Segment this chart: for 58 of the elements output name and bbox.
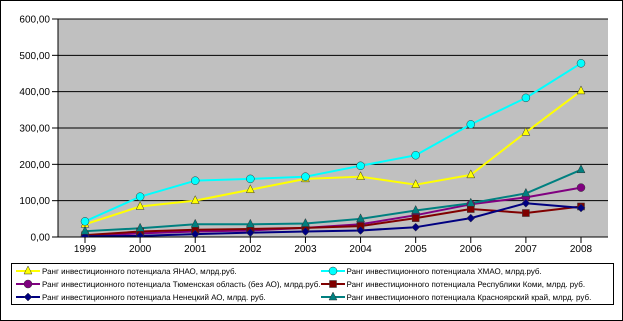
legend-label: Ранг инвестиционного потенциала Тюменская область (без АО), млрд.руб. <box>42 280 321 288</box>
point <box>522 188 530 197</box>
point <box>356 214 365 222</box>
point <box>246 174 255 184</box>
point <box>576 183 586 192</box>
point <box>576 164 586 174</box>
x-tick-label: 2002 <box>239 244 262 256</box>
y-tick-label: 100,00 <box>19 196 50 208</box>
y-tick-label: 500,00 <box>19 50 50 62</box>
point <box>356 226 365 235</box>
point <box>412 214 420 222</box>
point <box>522 127 530 136</box>
point <box>190 230 200 237</box>
y-tick-label: 0,00 <box>30 232 50 244</box>
point <box>136 223 144 232</box>
point <box>356 162 365 170</box>
point <box>522 198 530 208</box>
point <box>411 179 420 188</box>
legend-label: Ранг инвестиционного потенциала Ненецкий АО, млрд. руб. <box>42 292 266 302</box>
y-tick-label: 300,00 <box>19 124 50 135</box>
point <box>190 195 200 204</box>
x-tick-label: 2008 <box>570 244 593 256</box>
y-tick-label: 400,00 <box>19 87 50 98</box>
point <box>522 209 530 217</box>
point <box>80 226 90 234</box>
point <box>190 219 200 228</box>
point <box>576 86 586 94</box>
legend-label: Ранг инвестиционного потенциала Красноярский край, млрд. руб. <box>346 292 592 302</box>
point <box>411 222 420 232</box>
point <box>136 192 144 201</box>
point <box>246 184 255 194</box>
y-tick-label: 200,00 <box>19 160 50 171</box>
point <box>466 120 476 129</box>
x-tick-label: 2004 <box>349 244 372 256</box>
point <box>190 176 200 185</box>
x-tick-label: 2007 <box>514 244 538 256</box>
legend-label: Ранг инвестиционного потенциала ЯНАО, млрд.руб. <box>42 266 237 276</box>
point <box>356 171 365 180</box>
x-tick-label: 2000 <box>128 244 152 256</box>
legend-label: Ранг инвестиционного потенциала ХМАО, млрд.руб. <box>346 266 542 276</box>
point <box>466 214 476 222</box>
point <box>301 227 310 236</box>
point <box>576 59 586 68</box>
point <box>411 151 420 160</box>
point <box>411 205 420 214</box>
point <box>136 201 144 210</box>
x-tick-label: 2003 <box>294 244 318 256</box>
point <box>466 170 476 178</box>
point <box>246 219 255 228</box>
point <box>301 218 310 227</box>
point <box>522 94 530 102</box>
x-tick-label: 2005 <box>404 244 428 256</box>
x-tick-label: 2001 <box>184 244 207 256</box>
y-tick-label: 600,00 <box>19 14 50 26</box>
legend-label: Ранг инвестиционного потенциала Республики Коми, млрд. руб. <box>346 280 586 288</box>
point <box>466 198 476 206</box>
x-tick-label: 1999 <box>74 244 97 256</box>
x-tick-label: 2006 <box>460 244 482 256</box>
